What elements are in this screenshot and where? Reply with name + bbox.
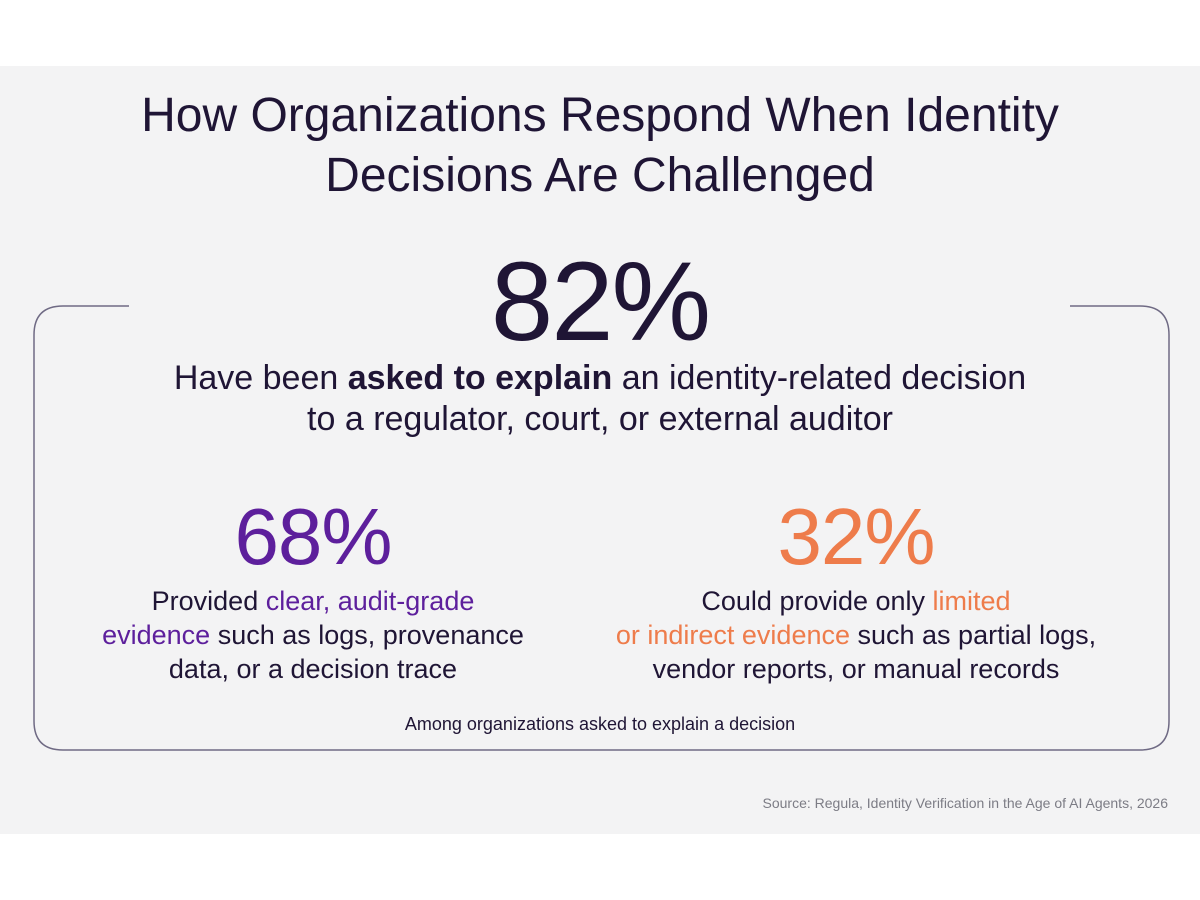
stat-right-description: Could provide only limited or indirect e… [596,584,1116,686]
infographic-panel [0,66,1200,834]
stat-right-value: 32% [777,492,935,581]
stat-left-line-1: Provided clear, audit-grade [53,584,573,618]
stat-right-line2-post: such as partial logs, [850,620,1097,650]
headline-desc-line-1: Have been asked to explain an identity-r… [0,358,1200,399]
headline-stat-description: Have been asked to explain an identity-r… [0,358,1200,440]
stat-right-line-3: vendor reports, or manual records [652,654,1060,684]
stat-right: 32% Could provide only limited or indire… [596,492,1116,686]
stat-left-line2-post: such as logs, provenance [210,620,524,650]
headline-desc-bold: asked to explain [347,359,613,397]
headline-desc-pre: Have been [173,359,348,397]
stat-right-line-1: Could provide only limited [596,584,1116,618]
stat-right-line2-highlight: or indirect evidence [615,620,850,650]
title-line-1: How Organizations Respond When Identity [141,89,1059,142]
stat-left-line1-highlight: clear, audit-grade [265,586,475,616]
headline-stat-value: 82% [490,239,711,364]
stat-left-description: Provided clear, audit-grade evidence suc… [53,584,573,686]
rounded-frame [33,305,1170,751]
frame-outline [33,305,1170,751]
page-title: How Organizations Respond When Identity … [0,86,1200,206]
stat-left-line-2: evidence such as logs, provenance [53,618,573,652]
stat-left-line2-highlight: evidence [102,620,211,650]
headline-desc-post: an identity-related decision [612,359,1027,397]
stat-right-line1-highlight: limited [932,586,1011,616]
stat-left-line1-pre: Provided [151,586,266,616]
stat-left-value: 68% [234,492,392,581]
footnote: Among organizations asked to explain a d… [404,714,796,734]
source-citation: Source: Regula, Identity Verification in… [762,795,1169,811]
stat-left: 68% Provided clear, audit-grade evidence… [53,492,573,686]
stat-right-line-2: or indirect evidence such as partial log… [596,618,1116,652]
title-line-2: Decisions Are Challenged [325,149,875,202]
stat-left-line-3: data, or a decision trace [168,654,458,684]
stat-right-line1-pre: Could provide only [701,586,933,616]
headline-desc-line-2: to a regulator, court, or external audit… [307,400,893,438]
